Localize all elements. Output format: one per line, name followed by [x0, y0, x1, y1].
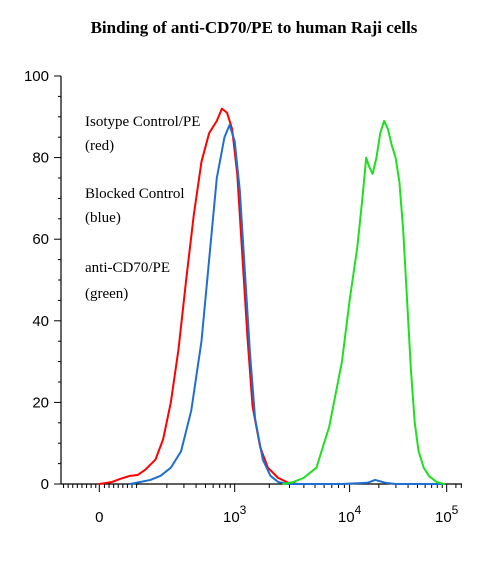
plot-area	[98, 107, 446, 485]
axes	[60, 76, 462, 485]
legend-entry-3-line2: (green)	[85, 286, 128, 302]
x-tick-label-base: 10	[338, 509, 355, 526]
legend-entry-2-line1: Blocked Control	[85, 186, 185, 202]
y-axis-ticks: 0 20 40 60 80 100	[24, 68, 61, 493]
x-tick-label-base: 10	[435, 509, 452, 526]
legend-entry-1-line2: (red)	[85, 138, 114, 154]
legend-entry-3-line1: anti-CD70/PE	[85, 260, 170, 276]
legend-entry-1-line1: Isotype Control/PE	[85, 114, 200, 130]
y-tick-label: 100	[24, 68, 49, 85]
x-tick-label: 105	[435, 503, 459, 526]
isotype-control-series-line	[98, 107, 300, 485]
y-tick-label: 80	[32, 150, 49, 167]
x-tick-label-base: 0	[95, 509, 103, 526]
x-tick-label: 0	[95, 509, 103, 526]
x-tick-label-exponent: 4	[355, 503, 362, 517]
x-tick-label: 103	[223, 503, 247, 526]
anti-cd70-series-line	[282, 119, 446, 485]
x-tick-label-exponent: 5	[452, 503, 459, 517]
chart-title: Binding of anti-CD70/PE to human Raji ce…	[91, 18, 418, 37]
x-tick-label-base: 10	[223, 509, 240, 526]
blocked-control-series-line	[128, 123, 446, 485]
legend-entry-2-line2: (blue)	[85, 210, 121, 226]
x-axis-ticks: 0 103 104 105	[63, 484, 462, 526]
y-tick-label: 20	[32, 394, 49, 411]
y-tick-label: 0	[41, 476, 49, 493]
y-tick-label: 40	[32, 313, 49, 330]
x-tick-label: 104	[338, 503, 362, 526]
legend: Isotype Control/PE (red) Blocked Control…	[85, 114, 200, 302]
x-tick-label-exponent: 3	[240, 503, 247, 517]
y-tick-label: 60	[32, 231, 49, 248]
